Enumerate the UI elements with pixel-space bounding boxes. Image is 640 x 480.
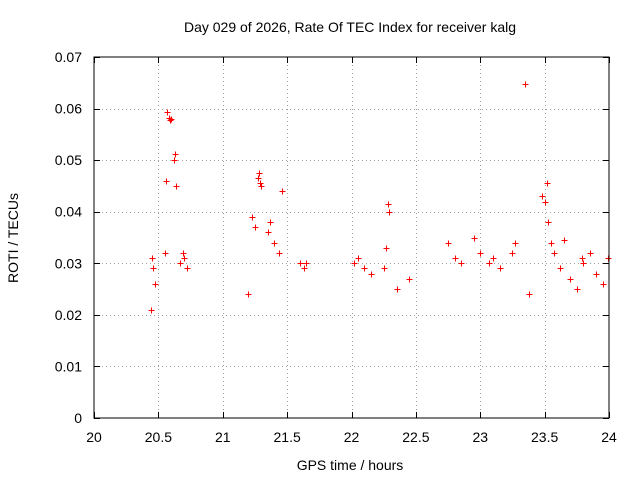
roti-point (171, 157, 178, 164)
x-tick-label: 21.5 (274, 429, 301, 445)
x-axis-label: GPS time / hours (297, 457, 404, 473)
x-tick-label: 20 (86, 429, 102, 445)
roti-point (593, 271, 600, 278)
x-tick-label: 24 (601, 429, 617, 445)
roti-point (567, 276, 574, 283)
roti-point (526, 291, 533, 298)
data-points (148, 81, 612, 314)
roti-point (545, 219, 552, 226)
roti-point (351, 260, 358, 267)
roti-point (301, 265, 308, 272)
roti-point (579, 255, 586, 262)
y-tick-label: 0.05 (55, 152, 82, 168)
roti-point (355, 255, 362, 262)
x-tick-label: 23.5 (531, 429, 558, 445)
y-tick-label: 0.02 (55, 307, 82, 323)
roti-point (471, 235, 478, 242)
y-tick-label: 0.03 (55, 255, 82, 271)
roti-point (542, 199, 549, 206)
roti-point (383, 245, 390, 252)
plot-frame (93, 56, 610, 419)
roti-point (477, 250, 484, 257)
roti-point (279, 188, 286, 195)
axis-ticks: 20 20.5 21 21.5 22 22.5 23 23.5 24 0 0.01 0.02 0.03 0… (55, 49, 617, 445)
roti-point (361, 265, 368, 272)
roti-point (162, 250, 169, 257)
roti-point (600, 281, 607, 288)
x-tick-label: 22 (344, 429, 360, 445)
roti-point (539, 193, 546, 200)
roti-point (368, 271, 375, 278)
roti-point (386, 209, 393, 216)
roti-point (255, 175, 262, 182)
y-tick-label: 0.06 (55, 101, 82, 117)
roti-point (381, 265, 388, 272)
roti-point (267, 219, 274, 226)
roti-point (180, 250, 187, 257)
roti-point (181, 255, 188, 262)
roti-point (561, 237, 568, 244)
roti-point (406, 276, 413, 283)
grid-lines (94, 57, 609, 418)
roti-point (184, 265, 191, 272)
roti-point (551, 250, 558, 257)
roti-point (445, 240, 452, 247)
roti-point (149, 255, 156, 262)
roti-point (587, 250, 594, 257)
y-tick-label: 0.01 (55, 358, 82, 374)
roti-point (512, 240, 519, 247)
roti-point (150, 265, 157, 272)
roti-point (256, 170, 263, 177)
roti-point (271, 240, 278, 247)
roti-point (297, 260, 304, 267)
roti-point (394, 286, 401, 293)
roti-point (574, 286, 581, 293)
roti-point (557, 265, 564, 272)
roti-point (258, 183, 265, 190)
roti-point (148, 307, 155, 314)
roti-point (385, 201, 392, 208)
x-tick-label: 23 (472, 429, 488, 445)
roti-point (486, 260, 493, 267)
roti-point (265, 229, 272, 236)
roti-point (580, 260, 587, 267)
x-tick-label: 22.5 (402, 429, 429, 445)
roti-point (172, 151, 179, 158)
y-axis-label: ROTI / TECUs (5, 193, 21, 283)
roti-point (164, 109, 171, 116)
roti-point (257, 180, 264, 187)
roti-point (173, 183, 180, 190)
roti-point (497, 265, 504, 272)
roti-point (163, 178, 170, 185)
y-tick-label: 0 (74, 410, 82, 426)
roti-point (276, 250, 283, 257)
x-tick-label: 20.5 (145, 429, 172, 445)
roti-point (167, 117, 174, 124)
roti-point (509, 250, 516, 257)
x-tick-label: 21 (215, 429, 231, 445)
roti-point (452, 255, 459, 262)
roti-point (152, 281, 159, 288)
y-tick-label: 0.04 (55, 204, 82, 220)
roti-point (544, 180, 551, 187)
roti-point (548, 240, 555, 247)
roti-point (245, 291, 252, 298)
roti-point (490, 255, 497, 262)
roti-point (177, 260, 184, 267)
roti-point (168, 116, 175, 123)
roti-point (249, 214, 256, 221)
roti-point (303, 260, 310, 267)
roti-point (252, 224, 259, 231)
y-tick-label: 0.07 (55, 49, 82, 65)
chart-title: Day 029 of 2026, Rate Of TEC Index for r… (184, 19, 516, 35)
roti-point (458, 260, 465, 267)
roti-point (522, 81, 529, 88)
